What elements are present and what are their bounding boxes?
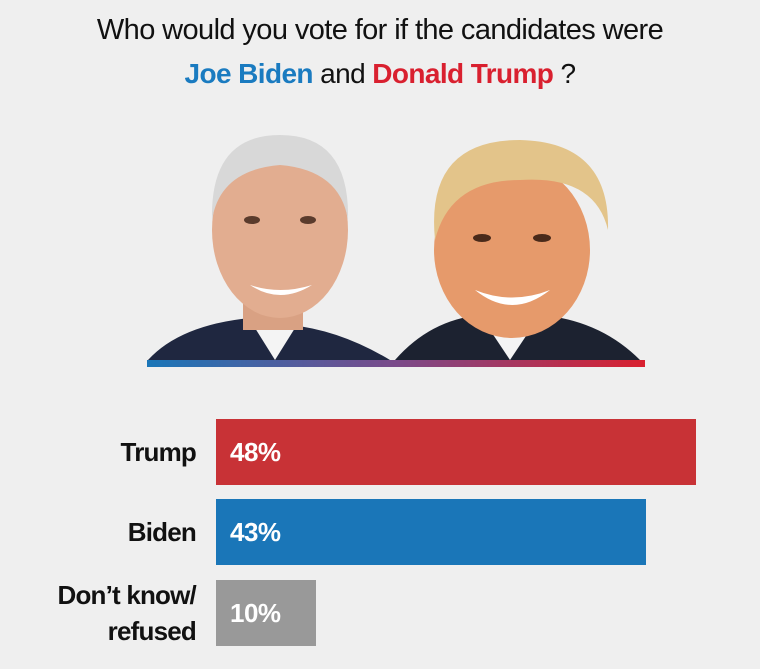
bar-value-label: 10% xyxy=(230,598,281,628)
biden-portrait xyxy=(148,135,390,360)
chart-title-line2: Joe Biden and Donald Trump ? xyxy=(0,58,760,90)
category-label: Don’t know/refused xyxy=(57,577,196,649)
title-connector: and xyxy=(320,58,366,89)
candidate-photos xyxy=(147,135,645,367)
category-label-line: refused xyxy=(107,616,197,646)
category-label: Trump xyxy=(120,434,197,470)
bar-don-t-know-refused: 10% xyxy=(216,580,316,646)
gradient-divider xyxy=(147,360,645,367)
category-label-line: Trump xyxy=(120,437,197,467)
title-question-mark: ? xyxy=(560,58,576,89)
candidate-trump-name: Donald Trump xyxy=(372,58,554,89)
bar-trump: 48% xyxy=(216,419,696,485)
category-label-line: Biden xyxy=(127,517,197,547)
bar-value-label: 48% xyxy=(230,437,281,467)
chart-title-line1: Who would you vote for if the candidates… xyxy=(96,14,664,46)
bar-biden: 43% xyxy=(216,499,646,565)
category-label: Biden xyxy=(127,514,197,550)
bar-value-label: 43% xyxy=(230,517,281,547)
category-label-line: Don’t know/ xyxy=(57,580,196,610)
trump-portrait xyxy=(395,140,640,360)
candidate-biden-name: Joe Biden xyxy=(184,58,314,89)
